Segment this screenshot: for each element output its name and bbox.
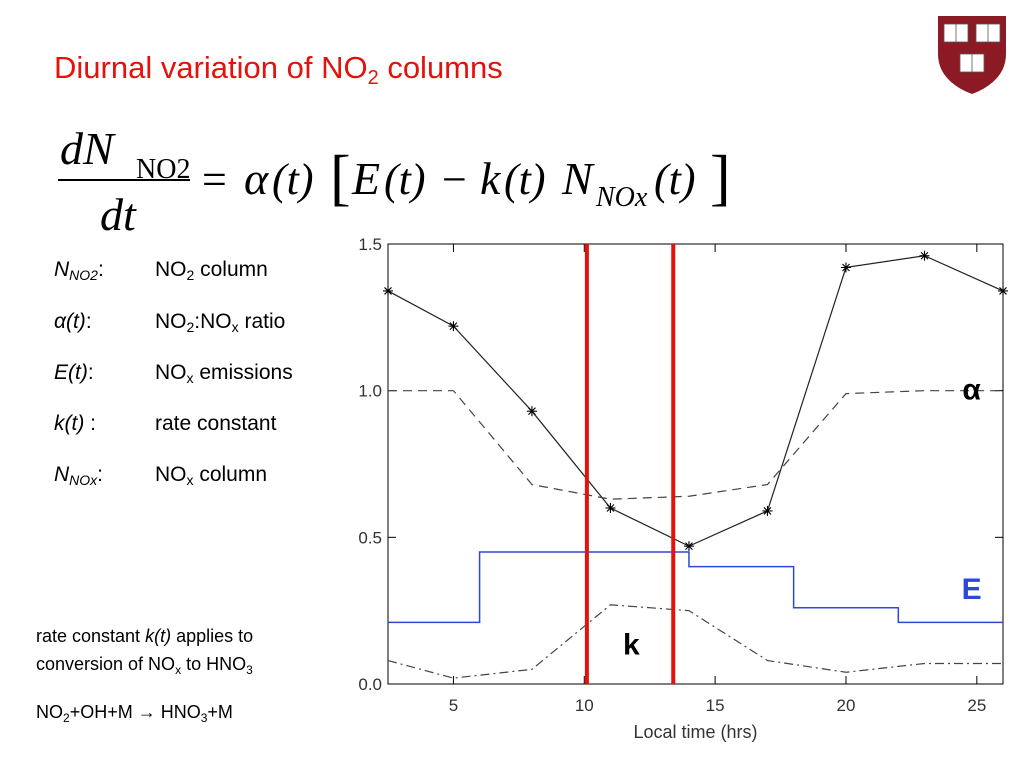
title-subscript: 2 xyxy=(367,67,379,89)
definition-description: rate constant xyxy=(155,412,277,435)
slide-title: Diurnal variation of NO2 columns xyxy=(54,50,503,90)
eq-E-arg: (t) xyxy=(384,155,426,204)
x-tick-label: 15 xyxy=(706,696,725,715)
star-marker xyxy=(919,250,930,261)
eq-right-bracket: ] xyxy=(710,144,731,212)
x-tick-label: 20 xyxy=(837,696,856,715)
university-crest-logo xyxy=(938,16,1006,94)
y-tick-label: 0.0 xyxy=(358,675,382,694)
x-axis-label: Local time (hrs) xyxy=(633,722,757,742)
star-marker xyxy=(998,285,1008,296)
eq-lhs-denominator: dt xyxy=(100,189,137,240)
eq-left-bracket: [ xyxy=(330,144,351,212)
star-marker xyxy=(762,505,773,516)
star-marker xyxy=(383,285,393,296)
eq-alpha-arg: (t) xyxy=(272,155,314,204)
eq-minus: − xyxy=(442,155,467,204)
eq-equals: = xyxy=(202,155,227,204)
definition-description: NO2:NOx ratio xyxy=(155,310,286,335)
k-series-line xyxy=(387,604,1003,679)
definition-symbol: α(t): xyxy=(54,310,92,333)
alpha-series-line xyxy=(388,390,1003,500)
E-series-line xyxy=(388,551,1003,624)
eq-N-sub: NOx xyxy=(595,182,648,213)
y-tick-label: 0.5 xyxy=(358,528,382,547)
x-tick-label: 10 xyxy=(575,696,594,715)
plot-frame xyxy=(387,243,1004,685)
definition-symbol: k(t) : xyxy=(54,412,96,435)
definition-symbol: NNO2: xyxy=(54,258,104,283)
title-tail: columns xyxy=(378,50,503,85)
reaction-equation: NO2+OH+M → HNO3+M xyxy=(36,702,233,725)
star-marker xyxy=(448,321,459,332)
eq-k-arg: (t) xyxy=(504,155,546,204)
note-k-symbol: k(t) xyxy=(145,626,172,646)
definition-description: NOx emissions xyxy=(155,361,293,386)
y-tick-label: 1.5 xyxy=(358,235,382,254)
title-main: Diurnal variation of NO xyxy=(54,50,368,85)
star-marker xyxy=(605,503,616,513)
definition-symbol: E(t): xyxy=(54,361,94,384)
note-line-2: conversion of NOx to HNO3 xyxy=(36,654,253,677)
eq-N-arg: (t) xyxy=(654,155,696,204)
star-marker xyxy=(683,541,694,552)
x-tick-label: 25 xyxy=(967,696,986,715)
eq-alpha: α xyxy=(244,153,269,204)
eq-N: N xyxy=(561,153,595,204)
series-annotation-label: k xyxy=(623,629,640,662)
eq-k: k xyxy=(480,153,502,204)
x-tick-label: 5 xyxy=(449,696,458,715)
definition-description: NOx column xyxy=(155,463,268,488)
eq-lhs-numerator: dN xyxy=(60,123,116,174)
y-tick-label: 1.0 xyxy=(358,382,382,401)
star-marker xyxy=(840,262,851,273)
arrow-icon: → xyxy=(137,702,156,722)
note-line-1: rate constant k(t) applies to xyxy=(36,626,254,646)
series-annotation-label: E xyxy=(962,573,982,606)
rate-equation: dN NO2 dt = α (t) [ E (t) − k (t) N NOx … xyxy=(58,123,731,240)
definition-symbol: NNOx: xyxy=(54,463,104,488)
NO2-series-line xyxy=(387,255,1004,547)
series-annotation-label: α xyxy=(962,373,981,406)
eq-E: E xyxy=(351,153,380,204)
definition-description: NO2 column xyxy=(155,258,268,283)
star-marker xyxy=(526,406,537,417)
